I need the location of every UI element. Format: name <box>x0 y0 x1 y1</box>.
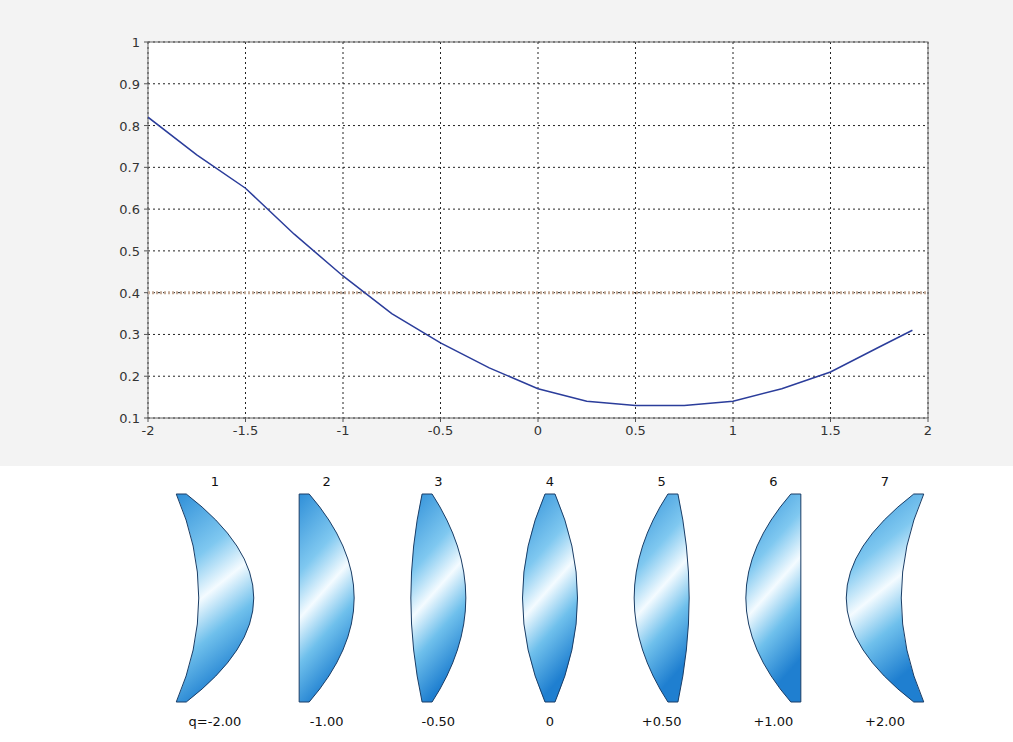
tick-mark <box>144 42 148 43</box>
y-tick-label: 1 <box>132 35 140 50</box>
tick-mark <box>635 418 636 422</box>
y-tick-label: 0.8 <box>119 119 140 134</box>
x-tick-label: -1 <box>337 423 350 438</box>
x-tick-label: -2 <box>142 423 155 438</box>
y-tick-label: 0.4 <box>119 286 140 301</box>
plot-frame <box>148 42 928 418</box>
tick-mark <box>144 167 148 168</box>
tick-mark <box>144 250 148 251</box>
grid-line <box>733 42 734 418</box>
x-tick-label: 1.5 <box>820 423 841 438</box>
lens-q-label: +2.00 <box>865 714 905 729</box>
x-tick-label: 0 <box>534 423 542 438</box>
x-tick-label: 0.5 <box>625 423 646 438</box>
grid-line <box>148 292 928 293</box>
plot-marks <box>148 117 928 405</box>
y-tick-label: 0.6 <box>119 202 140 217</box>
grid-line <box>148 334 928 335</box>
lens-q-label: +1.00 <box>753 714 793 729</box>
y-tick-label: 0.9 <box>119 77 140 92</box>
tick-mark <box>148 418 149 422</box>
tick-mark <box>144 334 148 335</box>
y-tick-label: 0.2 <box>119 369 140 384</box>
tick-mark <box>245 418 246 422</box>
grid-line <box>440 42 441 418</box>
tick-mark <box>144 292 148 293</box>
tick-mark <box>538 418 539 422</box>
y-tick-label: 0.5 <box>119 244 140 259</box>
tick-mark <box>144 418 148 419</box>
grid-line <box>148 250 928 251</box>
tick-mark <box>343 418 344 422</box>
lens-number: 3 <box>434 474 442 489</box>
grid-line <box>148 376 928 377</box>
lens-q-label: +0.50 <box>642 714 682 729</box>
grid-line <box>635 42 636 418</box>
chart-background <box>0 0 1013 466</box>
y-tick-label: 0.7 <box>119 160 140 175</box>
lens <box>523 494 578 702</box>
lens <box>176 494 254 702</box>
x-tick-label: 2 <box>924 423 932 438</box>
curve <box>148 117 912 405</box>
tick-mark <box>144 209 148 210</box>
grid-line <box>538 42 539 418</box>
lens-q-label: q=-2.00 <box>189 714 242 729</box>
lens-q-label: 0 <box>546 714 554 729</box>
figure: -2-1.5-1-0.500.511.520.10.20.30.40.50.60… <box>0 0 1013 742</box>
tick-mark <box>144 125 148 126</box>
x-tick-label: 1 <box>729 423 737 438</box>
y-tick-label: 0.1 <box>119 411 140 426</box>
lens-number: 2 <box>323 474 331 489</box>
tick-mark <box>144 83 148 84</box>
lens-number: 7 <box>881 474 889 489</box>
grid-line <box>148 125 928 126</box>
lens <box>746 494 801 702</box>
lens-number: 1 <box>211 474 219 489</box>
tick-mark <box>733 418 734 422</box>
lens-q-label: -0.50 <box>422 714 456 729</box>
y-tick-label: 0.3 <box>119 327 140 342</box>
reference-line <box>148 291 928 294</box>
lens-number: 6 <box>769 474 777 489</box>
lens <box>846 494 924 702</box>
grid-line <box>148 167 928 168</box>
tick-mark <box>928 418 929 422</box>
grid-line <box>148 209 928 210</box>
lens <box>634 494 689 702</box>
lens <box>299 494 354 702</box>
tick-mark <box>440 418 441 422</box>
lens <box>411 494 466 702</box>
plot-area <box>148 42 928 418</box>
lens-number: 5 <box>658 474 666 489</box>
x-tick-label: -0.5 <box>428 423 453 438</box>
tick-mark <box>830 418 831 422</box>
grid-line <box>343 42 344 418</box>
grid-line <box>245 42 246 418</box>
grid-line <box>148 83 928 84</box>
x-tick-label: -1.5 <box>233 423 258 438</box>
tick-mark <box>144 376 148 377</box>
lens-number: 4 <box>546 474 554 489</box>
lens-q-label: -1.00 <box>310 714 344 729</box>
grid-line <box>830 42 831 418</box>
